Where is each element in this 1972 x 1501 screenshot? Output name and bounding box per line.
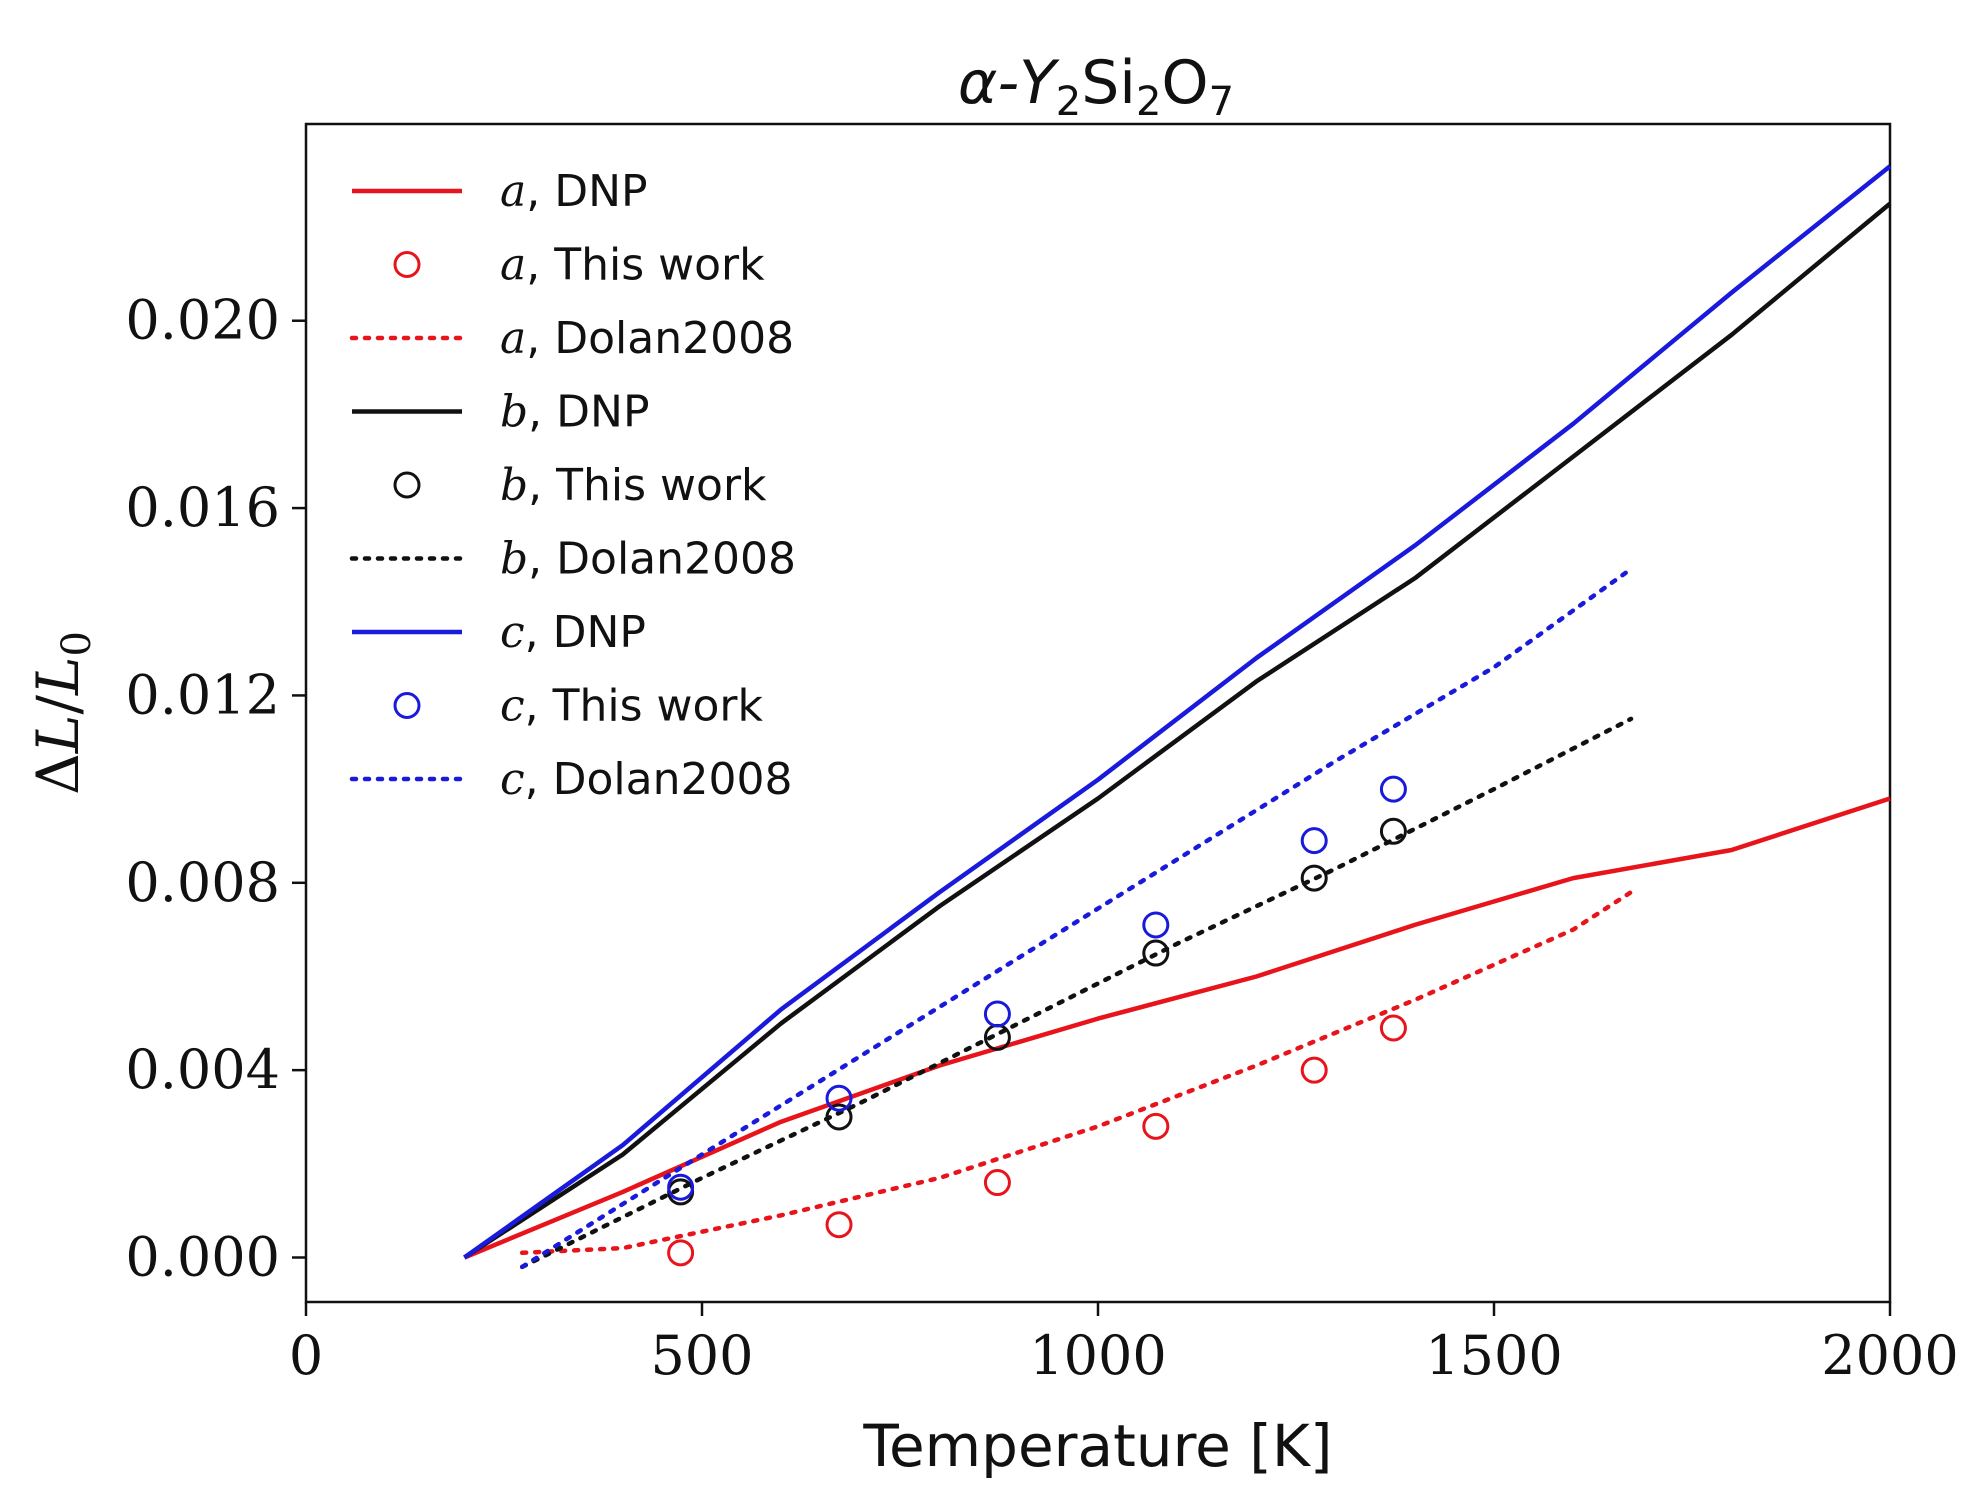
series-a-this-point-3 (1142, 1112, 1170, 1140)
y-title-sub: 0 (54, 631, 100, 656)
y-title-l: L (24, 715, 92, 755)
legend-b-this-source: , This work (528, 460, 767, 511)
series-layer (463, 164, 1892, 1270)
series-a-this-point-4 (1300, 1056, 1328, 1084)
x-axis-title: Temperature [K] (862, 1412, 1332, 1480)
series-b-dolan-line (519, 716, 1634, 1270)
y-title-slash: / (24, 695, 92, 715)
title-prefix: α-Y (958, 48, 1060, 118)
y-tick-label-0: 0.000 (125, 1226, 280, 1289)
series-c-this-point-1 (825, 1084, 853, 1112)
series-c-this-point-4 (1300, 827, 1328, 855)
series-b-this-point-1 (825, 1103, 853, 1131)
y-tick-label-4: 0.016 (125, 476, 280, 539)
title-sub-y: 2 (1056, 79, 1081, 125)
legend-a-this-swatch (393, 251, 421, 278)
legend-c-dnp-label: c, DNP (500, 607, 646, 658)
title-o: O (1161, 48, 1208, 118)
x-tick-label-4: 2000 (1821, 1324, 1958, 1387)
y-axis-title: ΔL/L0 (24, 631, 100, 795)
legend-b-this-axis: b (500, 460, 528, 511)
series-a-this-point-0 (667, 1239, 695, 1267)
title-sub-o: 7 (1209, 79, 1234, 125)
y-title-delta: Δ (24, 753, 92, 795)
legend-a-dnp-label: a, DNP (500, 166, 648, 217)
series-b-this-point-4 (1300, 864, 1328, 892)
legend-c-this-swatch (393, 692, 421, 719)
title-si: Si (1081, 48, 1136, 118)
y-tick-label-5: 0.020 (125, 289, 280, 352)
x-tick-label-3: 1500 (1425, 1324, 1562, 1387)
legend-c-this-label: c, This work (500, 681, 764, 732)
legend-b-this-swatch (393, 471, 421, 499)
x-axis: 0 500 1000 1500 2000 (289, 1302, 1959, 1387)
legend-a-dnp-source: , DNP (526, 166, 647, 217)
series-c-this-point-2 (983, 1000, 1011, 1028)
y-title-l0: L (24, 656, 92, 696)
y-tick-label-1: 0.004 (125, 1038, 280, 1101)
chart-title: α-Y2Si2O7 (958, 48, 1234, 125)
legend-b-dolan-axis: b (500, 534, 528, 585)
legend-b-dnp-label: b, DNP (500, 387, 649, 438)
legend-a-dnp-axis: a (500, 166, 526, 217)
series-b-this-point-3 (1142, 939, 1170, 967)
legend-a-dolan-source: , Dolan2008 (526, 313, 794, 364)
legend-c-this-source: , This work (525, 681, 764, 732)
series-a-dolan-line (519, 889, 1634, 1256)
series-b-this-point-5 (1379, 817, 1407, 845)
x-tick-label-0: 0 (289, 1324, 323, 1387)
series-c-dnp-line (463, 164, 1892, 1260)
y-axis: 0.000 0.004 0.008 0.012 0.016 0.020 (125, 289, 306, 1289)
series-c-dolan-line (519, 566, 1634, 1270)
series-c-this-point-5 (1379, 775, 1407, 803)
y-tick-label-3: 0.012 (125, 663, 280, 726)
series-c-this-point-0 (667, 1173, 695, 1201)
legend-b-dolan-source: , Dolan2008 (528, 534, 796, 585)
legend-a-dolan-label: a, Dolan2008 (500, 313, 794, 364)
legend-b-dolan-label: b, Dolan2008 (500, 534, 796, 585)
legend-b-dnp-source: , DNP (528, 387, 649, 438)
y-tick-label-2: 0.008 (125, 851, 280, 914)
legend-c-this-axis: c (500, 681, 525, 732)
legend-c-dolan-label: c, Dolan2008 (500, 754, 792, 805)
title-sub-si: 2 (1136, 79, 1161, 125)
legend-c-dnp-axis: c (500, 607, 525, 658)
series-b-dnp-line (463, 201, 1892, 1260)
series-a-this-point-2 (983, 1169, 1011, 1197)
legend-a-dolan-axis: a (500, 313, 526, 364)
series-c-this-point-3 (1142, 911, 1170, 939)
series-a-this-point-1 (825, 1211, 853, 1239)
legend-b-this-label: b, This work (500, 460, 767, 511)
x-tick-label-2: 1000 (1029, 1324, 1166, 1387)
legend-a-this-label: a, This work (500, 240, 765, 291)
legend-c-dnp-source: , DNP (525, 607, 646, 658)
legend-a-this-axis: a (500, 240, 526, 291)
legend-c-dolan-axis: c (500, 754, 525, 805)
series-a-this-point-5 (1379, 1014, 1407, 1042)
legend-c-dolan-source: , Dolan2008 (525, 754, 793, 805)
legend-a-this-source: , This work (526, 240, 765, 291)
legend-b-dnp-axis: b (500, 387, 528, 438)
x-tick-label-1: 500 (650, 1324, 753, 1387)
